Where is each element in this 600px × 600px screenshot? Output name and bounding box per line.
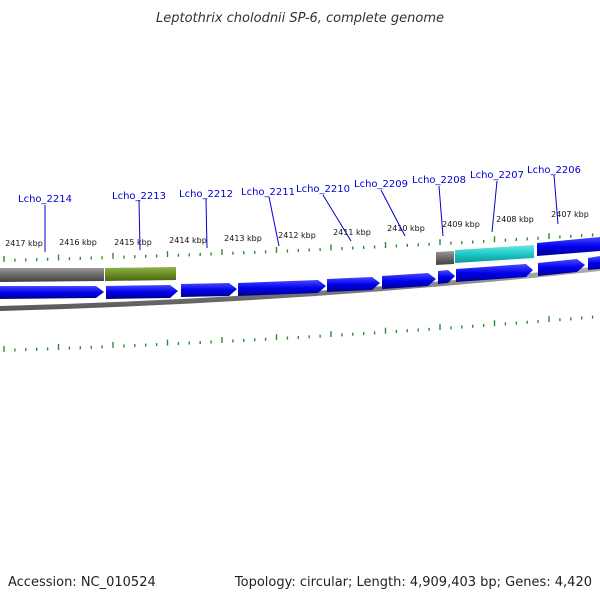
topology-text: Topology: circular; Length: 4,909,403 bp…	[234, 575, 592, 590]
kbp-label: 2415 kbp	[114, 238, 152, 247]
gene-lcho-2213-block	[105, 267, 176, 281]
leader-line	[268, 196, 280, 247]
cds-arrow	[382, 273, 436, 289]
kbp-label: 2417 kbp	[5, 239, 43, 248]
inner-tick-marks	[3, 315, 594, 352]
kbp-label: 2414 kbp	[169, 236, 207, 245]
gene-label: Lcho_2213	[112, 191, 166, 202]
kbp-label: 2409 kbp	[442, 220, 480, 229]
cds-arrow	[327, 277, 380, 292]
leader-line	[380, 189, 406, 237]
kbp-label: 2411 kbp	[333, 228, 371, 237]
kbp-label: 2408 kbp	[496, 215, 534, 224]
gene-label: Lcho_2211	[241, 187, 295, 198]
cds-arrow	[538, 259, 585, 276]
kbp-label: 2416 kbp	[59, 238, 97, 247]
leader-line	[138, 199, 141, 251]
cds-arrow	[588, 256, 600, 270]
gene-label: Lcho_2209	[354, 179, 408, 190]
cds-arrow	[106, 285, 178, 299]
kbp-label: 2407 kbp	[551, 210, 589, 219]
cds-arrow	[0, 286, 104, 299]
forward-strand-cds	[0, 256, 600, 299]
map-title: Leptothrix cholodnii SP-6, complete geno…	[156, 11, 444, 26]
kbp-label: 2410 kbp	[387, 224, 425, 233]
leader-line	[322, 194, 352, 242]
gene-label: Lcho_2207	[470, 170, 524, 181]
kbp-labels: 2417 kbp 2416 kbp 2415 kbp 2414 kbp 2413…	[5, 210, 589, 248]
cds-arrow	[181, 283, 237, 297]
gene-label: Lcho_2212	[179, 189, 233, 200]
kbp-label: 2413 kbp	[224, 234, 262, 243]
leader-line	[438, 185, 444, 237]
cds-arrow	[456, 264, 533, 282]
gene-label: Lcho_2206	[527, 165, 581, 176]
gene-labels: Lcho_2214 Lcho_2213 Lcho_2212 Lcho_2211 …	[18, 165, 581, 205]
cds-arrow	[238, 280, 326, 296]
gene-lcho-2206-block	[537, 237, 600, 256]
reverse-strand-features	[0, 237, 600, 282]
gene-lcho-2208-block	[436, 251, 454, 265]
gene-label: Lcho_2214	[18, 194, 72, 205]
cds-arrow	[438, 270, 455, 284]
genome-backbone	[0, 266, 600, 311]
gene-label-leaders	[44, 174, 559, 252]
leader-line	[491, 180, 498, 233]
gene-lcho-2214-block	[0, 268, 104, 282]
accession-text: Accession: NC_010524	[8, 575, 156, 590]
leader-line	[205, 198, 208, 249]
leader-line	[553, 174, 559, 225]
kbp-label: 2412 kbp	[278, 231, 316, 240]
outer-tick-marks	[3, 233, 594, 262]
gene-label: Lcho_2208	[412, 175, 466, 186]
gene-lcho-2207-block	[455, 245, 534, 263]
gene-label: Lcho_2210	[296, 184, 350, 195]
